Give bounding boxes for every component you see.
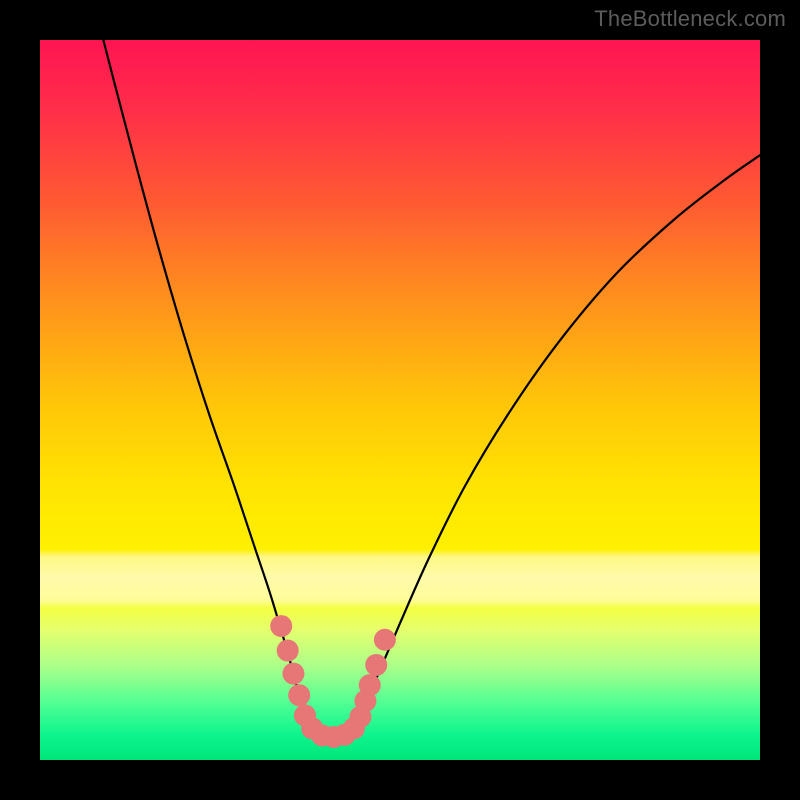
- marker-dot: [365, 654, 387, 676]
- watermark-text: TheBottleneck.com: [594, 6, 786, 32]
- pale-strip: [40, 549, 760, 608]
- plot-svg: [40, 40, 760, 760]
- marker-dot: [282, 663, 304, 685]
- marker-dot: [288, 684, 310, 706]
- marker-dot: [374, 629, 396, 651]
- gradient-background: [40, 40, 760, 760]
- marker-dot: [277, 640, 299, 662]
- chart-root: TheBottleneck.com: [0, 0, 800, 800]
- marker-dot: [359, 674, 381, 696]
- chart-inner: [40, 40, 760, 760]
- marker-dot: [270, 615, 292, 637]
